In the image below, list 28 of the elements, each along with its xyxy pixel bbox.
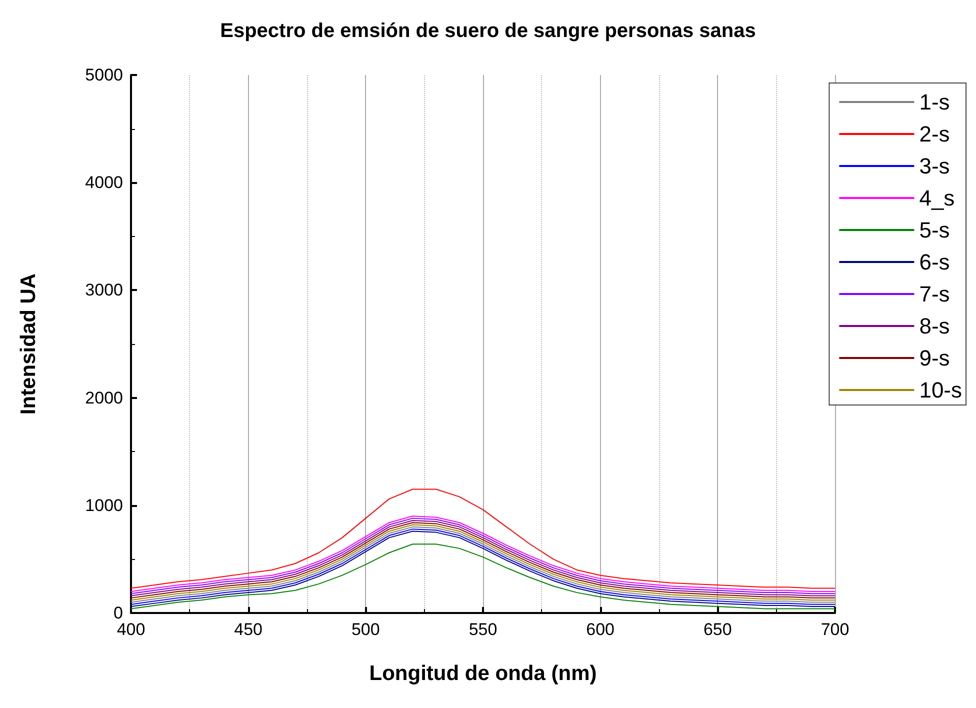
y-tick-label: 0: [114, 604, 123, 622]
y-tick-label: 5000: [85, 66, 123, 84]
line-series: [130, 488, 836, 589]
x-tick-label: 600: [586, 620, 615, 639]
x-tick-label: 550: [468, 620, 498, 639]
line-series: [130, 544, 836, 610]
x-axis-title: Longitud de onda (nm): [369, 662, 597, 685]
legend-label: 7-s: [919, 282, 950, 306]
legend-label: 9-s: [919, 346, 950, 370]
legend-label: 8-s: [919, 314, 950, 338]
legend-label: 3-s: [919, 154, 950, 178]
x-tick-label: 400: [116, 620, 146, 639]
x-tick-label: 650: [703, 620, 732, 639]
x-tick-label: 500: [351, 620, 380, 639]
y-tick-label: 3000: [85, 280, 123, 300]
legend-label: 5-s: [919, 218, 950, 242]
x-tick-label: 450: [234, 620, 263, 639]
legend-label: 6-s: [919, 250, 950, 274]
legend-label: 2-s: [919, 122, 950, 146]
y-axis-title: Intensidad UA: [17, 273, 40, 415]
y-tick-label: 4000: [85, 173, 123, 192]
legend-label: 4_s: [919, 186, 955, 210]
chart-title: Espectro de emsión de suero de sangre personas sanas: [220, 20, 756, 42]
y-tick-label: 2000: [85, 388, 123, 408]
y-tick-label: 1000: [85, 496, 123, 515]
legend-label: 10-s: [919, 378, 962, 402]
legend-label: 1-s: [919, 90, 950, 114]
x-tick-label: 700: [820, 620, 850, 639]
